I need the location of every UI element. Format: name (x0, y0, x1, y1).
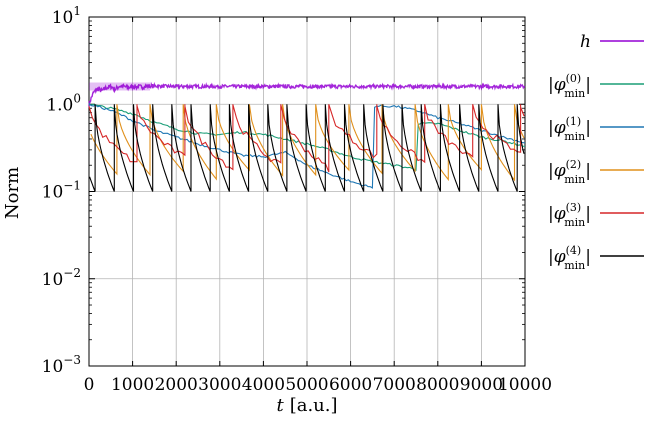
y-axis-label: Norm (2, 167, 23, 219)
legend-label-h: h (580, 32, 591, 52)
series-lines (88, 81, 526, 192)
x-tick-label: 1000 (111, 375, 154, 395)
y-tick-label: 1.00 (46, 91, 81, 115)
legend-label-phi-3: |φ(2) min| (548, 158, 591, 186)
y-tick-labels: 101 1.00 10−1 10−2 10−3 (42, 4, 81, 377)
series-line-h (88, 81, 526, 107)
legend-label-phi-1: |φ(0) min| (548, 72, 591, 100)
x-tick-label: 0 (84, 375, 95, 395)
legend: h |φ(0) min| |φ(1) min| |φ(2) min| |φ(3) min| |φ(… (548, 32, 644, 272)
x-tick-label: 9000 (460, 375, 503, 395)
series-line-phi-3 (90, 104, 525, 182)
x-axis-label: t [a.u.] (276, 395, 337, 416)
y-tick-label: 10−2 (42, 266, 81, 290)
legend-label-phi-2: |φ(1) min| (548, 115, 591, 143)
x-axis-unit: [a.u.] (290, 395, 338, 416)
axis-ticks (88, 16, 526, 367)
x-tick-label: 7000 (373, 375, 416, 395)
x-tick-label: 6000 (329, 375, 372, 395)
x-tick-label: 8000 (416, 375, 459, 395)
y-tick-label: 101 (52, 4, 81, 28)
series-line-phi-1 (88, 103, 526, 172)
x-tick-label: 4000 (242, 375, 285, 395)
series-line-phi-4 (88, 104, 525, 173)
x-axis-symbol: t (276, 395, 284, 416)
legend-label-phi-5: |φ(4) min| (548, 244, 591, 272)
x-tick-labels: 0 1000 2000 3000 4000 5000 6000 7000 8000 9000100… (84, 375, 552, 395)
y-tick-label: 10−1 (42, 179, 81, 203)
grid-lines (89, 17, 525, 366)
x-tick-label: 5000 (285, 375, 328, 395)
y-tick-label: 10−3 (42, 353, 81, 377)
series-line-phi-5 (89, 104, 525, 192)
x-tick-label: 2000 (155, 375, 198, 395)
x-tick-label: 3000 (198, 375, 241, 395)
x-tick-label: 10000 (498, 375, 552, 395)
legend-label-phi-4: |φ(3) min| (548, 201, 591, 229)
